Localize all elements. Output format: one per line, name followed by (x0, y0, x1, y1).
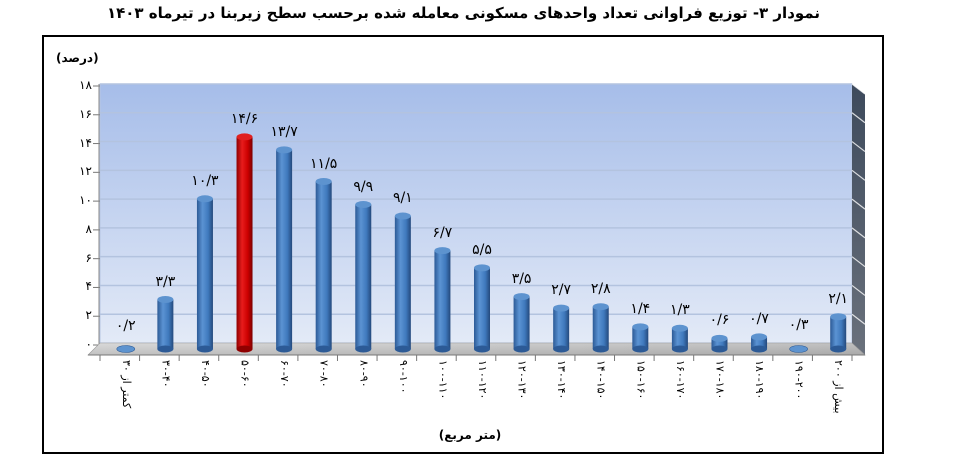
y-axis-label: (درصد) (56, 51, 99, 65)
bar-value-label: ۱/۴ (630, 300, 651, 317)
y-tick-label: ۱۴ (79, 135, 92, 150)
bar-highlighted (236, 133, 253, 353)
x-category-label: ۱۰۰-۱۱۰ (436, 360, 450, 400)
bar-value-label: ۲/۸ (590, 280, 611, 297)
bar-value-label: ۰/۲ (115, 318, 136, 335)
bar-value-label: ۱۴/۶ (230, 110, 259, 127)
bar (671, 324, 688, 353)
x-category-label: ۱۶۰-۱۷۰ (673, 360, 687, 400)
x-category-label: ۱۷۰-۱۸۰ (713, 360, 727, 400)
bar (116, 345, 136, 353)
bar-value-label: ۳/۳ (155, 273, 176, 290)
bar-value-label: ۰/۶ (709, 312, 730, 329)
plot-side-wall (852, 84, 865, 355)
y-tick-label: ۸ (85, 221, 92, 236)
bar-value-label: ۱/۳ (670, 302, 690, 319)
bar (355, 201, 372, 353)
bar (830, 313, 847, 353)
bar-value-label: ۵/۵ (472, 241, 492, 258)
x-category-label: ۵۰-۶۰ (238, 360, 252, 388)
x-category-label: ۴۰-۵۰ (198, 360, 212, 388)
y-tick-label: ۰ (85, 337, 92, 351)
x-category-label: ۶۰-۷۰ (278, 360, 292, 388)
x-category-label: ۷۰-۸۰ (317, 360, 331, 388)
bar-value-label: ۶/۷ (432, 224, 453, 241)
x-category-label: ۸۰-۹۰ (357, 360, 371, 388)
y-tick-label: ۱۲ (79, 164, 92, 179)
bar-value-label: ۰/۳ (788, 316, 809, 333)
x-category-label: ۱۳۰-۱۴۰ (555, 360, 569, 400)
x-category-label: کمتر از ۳۰ (119, 360, 133, 409)
y-tick-label: ۴ (85, 279, 92, 294)
bar-value-label: ۱۳/۷ (270, 123, 298, 140)
bar-value-label: ۲/۷ (551, 282, 572, 299)
bar-value-label: ۹/۹ (353, 178, 374, 195)
x-category-label: ۳۰-۴۰ (159, 360, 173, 388)
x-category-label: ۱۹۰-۲۰۰ (792, 360, 806, 400)
y-tick-label: ۱۰ (79, 193, 92, 208)
x-category-label: ۹۰-۱۰۰ (396, 360, 410, 394)
x-category-label: ۱۲۰-۱۳۰ (515, 360, 529, 400)
bar (157, 296, 174, 353)
bar-value-label: ۱۱/۵ (310, 155, 338, 172)
bar (276, 146, 293, 353)
bar (315, 178, 332, 353)
x-category-label: بیش از ۲۰۰ (832, 360, 846, 414)
bar (789, 345, 808, 353)
bar (751, 333, 768, 353)
x-axis-label: (متر مربع) (438, 428, 502, 442)
chart-title: نمودار ۳- توزیع فراوانی تعداد واحدهای مس… (106, 4, 820, 22)
y-tick-label: ۶ (85, 250, 92, 265)
x-category-label: ۱۴۰-۱۵۰ (594, 360, 608, 400)
bar (592, 303, 609, 353)
bar (474, 264, 490, 353)
bar (434, 247, 451, 353)
bar-value-label: ۱۰/۳ (191, 172, 219, 189)
bar (711, 334, 728, 353)
y-tick-label: ۲ (85, 308, 92, 323)
bar-value-label: ۳/۵ (511, 270, 532, 287)
bar-value-label: ۰/۷ (749, 310, 769, 327)
x-category-label: ۱۵۰-۱۶۰ (634, 360, 648, 400)
bar (196, 195, 213, 353)
bar (513, 293, 530, 353)
y-tick-label: ۱۶ (79, 106, 92, 121)
chart-frame (42, 35, 884, 454)
bar (553, 304, 570, 353)
bar-value-label: ۹/۱ (392, 190, 413, 207)
bar (632, 323, 649, 353)
x-category-label: ۱۱۰-۱۲۰ (476, 360, 489, 400)
x-category-label: ۱۸۰-۱۹۰ (753, 360, 767, 400)
bar (394, 212, 411, 353)
bar-value-label: ۲/۱ (828, 290, 849, 307)
y-tick-label: ۱۸ (79, 78, 92, 92)
